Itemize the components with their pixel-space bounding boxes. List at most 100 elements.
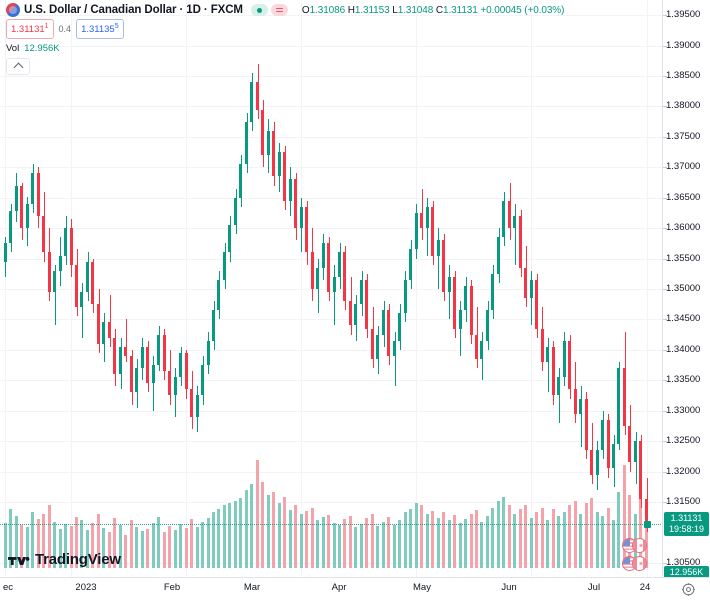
volume-bar <box>607 508 610 568</box>
volume-legend-row: Vol 12.956K <box>6 42 60 55</box>
ask-price-chip[interactable]: 1.311355 <box>76 19 124 39</box>
price-axis-tick: 1.34500 <box>663 312 710 326</box>
price-axis-tick: 1.39500 <box>663 8 710 22</box>
tick-dash <box>663 228 667 229</box>
volume-bar <box>256 460 259 568</box>
volume-bar <box>437 518 440 568</box>
volume-bar <box>294 505 297 568</box>
price-axis-tick: 1.38000 <box>663 99 710 113</box>
candle-body <box>354 304 357 326</box>
candle-body <box>491 273 494 311</box>
volume-bar <box>371 514 374 568</box>
volume-bar <box>53 522 56 568</box>
price-axis-tick: 1.33000 <box>663 404 710 418</box>
candle-body <box>409 249 412 280</box>
usdcad-flag-icon <box>6 3 20 17</box>
economic-event-marker-1[interactable] <box>622 538 648 553</box>
volume-bar <box>305 511 308 568</box>
legend-secondary-row: 1.311311 0.4 1.311355 <box>6 19 564 39</box>
volume-bar <box>546 520 549 568</box>
candle-body <box>185 352 188 390</box>
candle-body <box>141 346 144 369</box>
symbol-title[interactable]: U.S. Dollar / Canadian Dollar · 1D · FXC… <box>24 4 243 16</box>
candle-body <box>146 346 149 384</box>
volume-bar <box>201 522 204 568</box>
volume-bar <box>519 509 522 568</box>
settings-toggle-icon[interactable] <box>270 4 288 16</box>
candle-body <box>207 340 210 366</box>
price-axis-tick: 1.39000 <box>663 39 710 53</box>
volume-bar <box>530 518 533 568</box>
bid-price-chip[interactable]: 1.311311 <box>6 19 54 39</box>
volume-bar <box>316 520 319 568</box>
collapse-pane-button[interactable] <box>6 58 30 75</box>
volume-price-badge[interactable]: 12.956K <box>664 566 709 578</box>
volume-bar <box>639 490 642 568</box>
current-price-badge[interactable]: 1.31131 19:58:19 <box>664 512 709 536</box>
candle-wick <box>460 301 461 356</box>
price-scale[interactable]: 1.39500 1.39000 1.38500 1.38000 1.37500 1.370… <box>662 0 710 578</box>
volume-bar <box>596 512 599 568</box>
volume-label[interactable]: Vol <box>6 43 20 54</box>
time-axis-tick: Jun <box>501 582 517 593</box>
candle-body <box>26 203 29 229</box>
candle-body <box>135 368 138 393</box>
volume-bar <box>343 519 346 568</box>
candle-body <box>311 252 314 289</box>
candle-body <box>371 328 374 359</box>
candle-body <box>524 267 527 299</box>
gear-icon[interactable] <box>681 582 696 597</box>
candle-body <box>31 173 34 204</box>
volume-bar <box>289 510 292 568</box>
volume-bar <box>37 519 40 568</box>
candle-body <box>174 377 177 396</box>
volume-bar <box>234 501 237 568</box>
volume-bar <box>354 527 357 568</box>
volume-bar <box>333 523 336 568</box>
volume-bar <box>75 517 78 568</box>
tick-dash <box>663 563 667 564</box>
high-label: H <box>347 4 355 16</box>
tick-dash <box>663 167 667 168</box>
volume-bar <box>502 497 505 568</box>
volume-bar <box>541 508 544 568</box>
volume-bar <box>349 516 352 568</box>
candle-body <box>535 279 538 329</box>
candle-body <box>393 340 396 356</box>
tick-dash <box>663 502 667 503</box>
economic-event-marker-2[interactable] <box>622 556 648 571</box>
volume-bar <box>431 511 434 568</box>
candle-body <box>256 82 259 110</box>
price-axis-tick: 1.36000 <box>663 221 710 235</box>
volume-bar <box>327 515 330 568</box>
candle-body <box>152 365 155 384</box>
candle-body <box>448 276 451 293</box>
candle-body <box>590 450 593 475</box>
candle-body <box>387 310 390 356</box>
candle-body <box>519 215 522 268</box>
chart-plot-area[interactable] <box>0 0 663 578</box>
tradingview-logo-icon <box>8 556 30 565</box>
tick-dash <box>663 15 667 16</box>
candle-body <box>322 243 325 268</box>
volume-bar <box>338 525 341 568</box>
candle-body <box>502 200 505 238</box>
time-axis-tick: Apr <box>331 582 347 593</box>
candle-body <box>349 301 352 326</box>
tick-dash <box>663 472 667 473</box>
volume-bar <box>119 525 122 568</box>
time-scale[interactable]: ec 2023 Feb Mar Apr May Jun Jul 24 <box>0 577 710 600</box>
tick-dash <box>663 380 667 381</box>
eye-toggle-icon[interactable] <box>250 4 268 16</box>
candle-body <box>420 212 423 229</box>
candle-body <box>607 419 610 469</box>
current-price-marker <box>644 521 651 528</box>
candle-body <box>431 206 434 256</box>
candle-body <box>475 334 478 359</box>
candle-wick <box>153 355 154 411</box>
volume-bar <box>398 520 401 568</box>
volume-bar <box>382 522 385 568</box>
volume-bar <box>617 492 620 568</box>
price-axis-tick: 1.38500 <box>663 69 710 83</box>
